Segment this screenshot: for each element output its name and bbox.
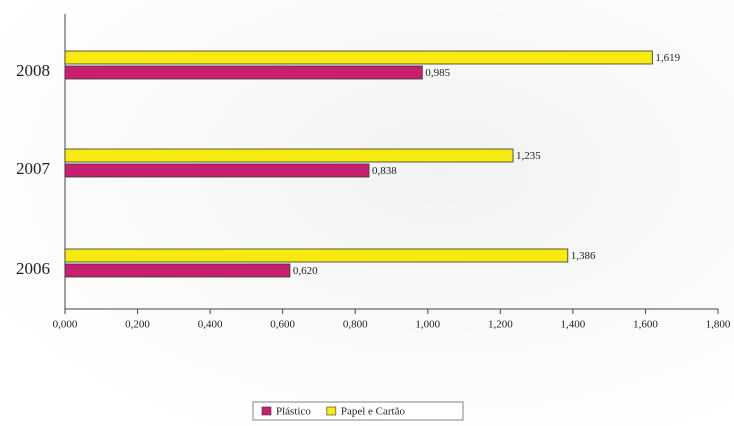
bar: [64, 65, 423, 80]
y-tick-label: 2006: [16, 259, 50, 278]
bar: [64, 248, 569, 263]
x-tick-label: 0,200: [125, 319, 150, 331]
x-tick-label: 1,800: [706, 319, 731, 331]
value-label: 1,386: [571, 250, 596, 262]
x-tick-label: 1,000: [415, 319, 440, 331]
value-label: 0,620: [293, 265, 318, 277]
bar: [64, 263, 291, 278]
x-tick-label: 1,400: [561, 319, 586, 331]
x-tick-label: 1,200: [488, 319, 513, 331]
x-tick-label: 0,400: [198, 319, 223, 331]
x-tick-label: 1,600: [633, 319, 658, 331]
legend-label: Papel e Cartão: [341, 406, 406, 418]
y-tick-label: 2007: [16, 159, 51, 178]
legend-box: [252, 401, 464, 421]
legend-label: Plástico: [276, 406, 311, 418]
x-tick-label: 0,000: [53, 319, 78, 331]
legend-swatch: [261, 406, 272, 416]
value-label: 0,838: [372, 165, 397, 177]
bar: [64, 148, 514, 163]
bar: [64, 163, 370, 178]
value-label: 1,235: [516, 150, 541, 162]
value-label: 1,619: [655, 52, 680, 64]
bar: [64, 50, 653, 65]
y-tick-label: 2008: [16, 61, 50, 80]
x-tick-label: 0,800: [343, 319, 368, 331]
value-label: 0,985: [425, 67, 450, 79]
legend-swatch: [326, 406, 337, 416]
x-tick-label: 0,600: [270, 319, 295, 331]
